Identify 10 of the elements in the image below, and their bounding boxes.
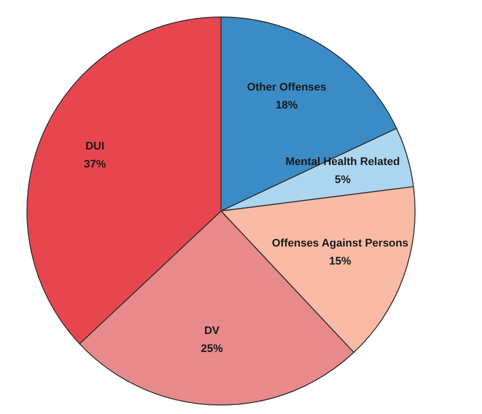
slice-label: Offenses Against Persons (272, 238, 408, 250)
slice-label: Other Offenses (246, 82, 326, 94)
data-label: 37% (84, 158, 106, 171)
data-label: 5% (334, 174, 351, 186)
slice-label: DUI (85, 140, 104, 153)
data-label: 25% (200, 342, 224, 355)
slice-label: DV (204, 324, 220, 337)
data-label: 15% (329, 256, 352, 268)
slice-label: Mental Health Related (286, 156, 400, 168)
data-label: 18% (276, 100, 298, 112)
